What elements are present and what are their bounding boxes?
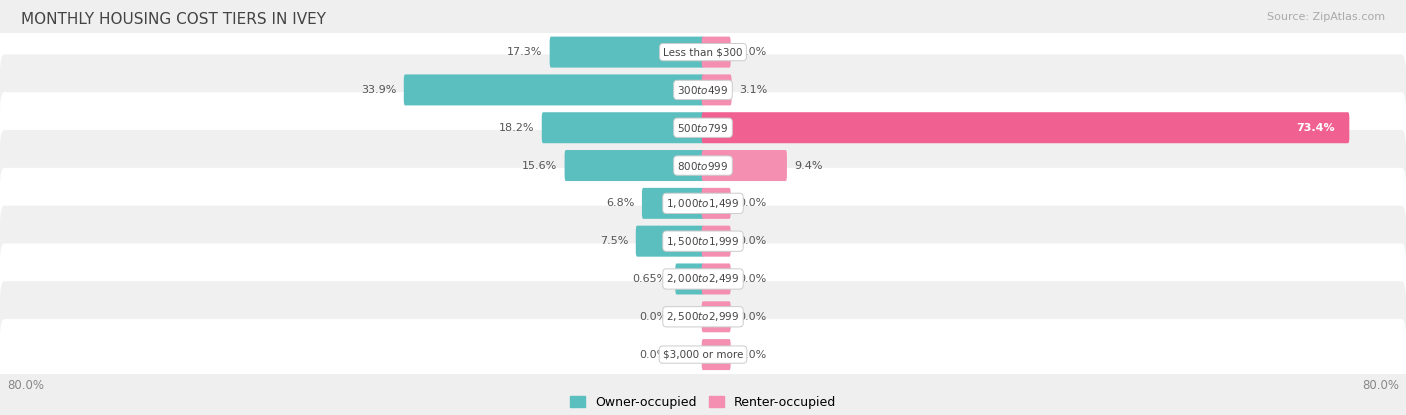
Text: $300 to $499: $300 to $499 <box>678 84 728 96</box>
Text: 0.0%: 0.0% <box>640 312 668 322</box>
Text: 0.0%: 0.0% <box>738 47 766 57</box>
FancyBboxPatch shape <box>0 92 1406 163</box>
FancyBboxPatch shape <box>675 264 704 295</box>
Text: 0.0%: 0.0% <box>738 198 766 208</box>
FancyBboxPatch shape <box>702 226 731 256</box>
Text: 80.0%: 80.0% <box>7 379 44 393</box>
Text: 0.0%: 0.0% <box>640 349 668 359</box>
Text: 15.6%: 15.6% <box>522 161 557 171</box>
Text: 7.5%: 7.5% <box>600 236 628 246</box>
Text: Less than $300: Less than $300 <box>664 47 742 57</box>
FancyBboxPatch shape <box>702 339 731 370</box>
Text: Source: ZipAtlas.com: Source: ZipAtlas.com <box>1267 12 1385 22</box>
FancyBboxPatch shape <box>702 112 1350 143</box>
Text: MONTHLY HOUSING COST TIERS IN IVEY: MONTHLY HOUSING COST TIERS IN IVEY <box>21 12 326 27</box>
FancyBboxPatch shape <box>565 150 704 181</box>
Text: 18.2%: 18.2% <box>499 123 534 133</box>
Text: 9.4%: 9.4% <box>794 161 823 171</box>
Text: $800 to $999: $800 to $999 <box>678 159 728 171</box>
FancyBboxPatch shape <box>702 74 731 105</box>
Text: 0.0%: 0.0% <box>738 236 766 246</box>
FancyBboxPatch shape <box>636 226 704 256</box>
Text: 73.4%: 73.4% <box>1296 123 1334 133</box>
Text: 80.0%: 80.0% <box>1362 379 1399 393</box>
FancyBboxPatch shape <box>702 264 731 295</box>
Text: $1,000 to $1,499: $1,000 to $1,499 <box>666 197 740 210</box>
Text: $2,500 to $2,999: $2,500 to $2,999 <box>666 310 740 323</box>
FancyBboxPatch shape <box>0 17 1406 88</box>
Text: 3.1%: 3.1% <box>740 85 768 95</box>
FancyBboxPatch shape <box>541 112 704 143</box>
Text: 0.0%: 0.0% <box>738 312 766 322</box>
Text: 6.8%: 6.8% <box>606 198 634 208</box>
FancyBboxPatch shape <box>404 74 704 105</box>
FancyBboxPatch shape <box>702 301 731 332</box>
Legend: Owner-occupied, Renter-occupied: Owner-occupied, Renter-occupied <box>569 396 837 409</box>
Text: $1,500 to $1,999: $1,500 to $1,999 <box>666 234 740 248</box>
FancyBboxPatch shape <box>550 37 704 68</box>
FancyBboxPatch shape <box>702 37 731 68</box>
Text: $500 to $799: $500 to $799 <box>678 122 728 134</box>
FancyBboxPatch shape <box>643 188 704 219</box>
Text: 33.9%: 33.9% <box>361 85 396 95</box>
FancyBboxPatch shape <box>0 281 1406 352</box>
FancyBboxPatch shape <box>0 130 1406 201</box>
FancyBboxPatch shape <box>0 168 1406 239</box>
Text: $2,000 to $2,499: $2,000 to $2,499 <box>666 273 740 286</box>
FancyBboxPatch shape <box>0 205 1406 277</box>
FancyBboxPatch shape <box>702 188 731 219</box>
FancyBboxPatch shape <box>0 244 1406 315</box>
Text: 0.65%: 0.65% <box>633 274 668 284</box>
Text: 0.0%: 0.0% <box>738 274 766 284</box>
Text: 0.0%: 0.0% <box>738 349 766 359</box>
FancyBboxPatch shape <box>0 319 1406 390</box>
Text: 17.3%: 17.3% <box>506 47 543 57</box>
Text: $3,000 or more: $3,000 or more <box>662 349 744 359</box>
FancyBboxPatch shape <box>0 54 1406 125</box>
FancyBboxPatch shape <box>702 150 787 181</box>
